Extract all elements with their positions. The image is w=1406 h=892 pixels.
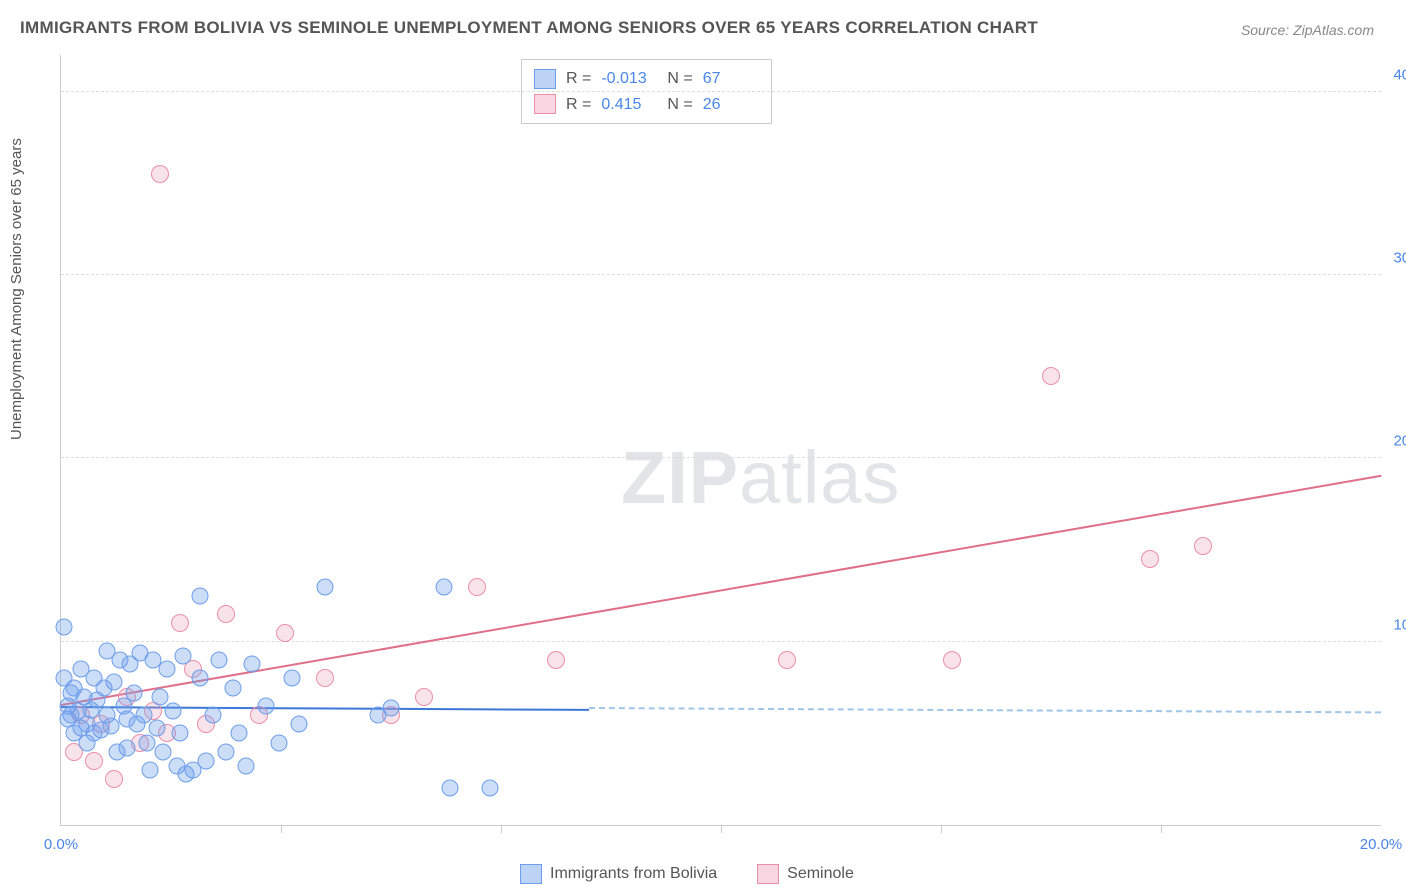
source-value: ZipAtlas.com xyxy=(1293,22,1374,38)
data-point xyxy=(270,734,287,751)
data-point xyxy=(165,703,182,720)
data-point xyxy=(135,707,152,724)
data-point xyxy=(152,688,169,705)
gridline xyxy=(61,274,1381,275)
data-point xyxy=(142,762,159,779)
y-tick-label: 20.0% xyxy=(1393,433,1406,450)
data-point xyxy=(218,743,235,760)
data-point xyxy=(244,655,261,672)
stats-row-pink: R = 0.415 N = 26 xyxy=(534,92,759,118)
chart-title: IMMIGRANTS FROM BOLIVIA VS SEMINOLE UNEM… xyxy=(20,18,1038,38)
data-point xyxy=(148,719,165,736)
data-point xyxy=(284,670,301,687)
stats-row-blue: R = -0.013 N = 67 xyxy=(534,66,759,92)
data-point xyxy=(317,578,334,595)
legend-label-blue: Immigrants from Bolivia xyxy=(550,865,717,883)
bottom-legend: Immigrants from Bolivia Seminole xyxy=(520,864,854,884)
y-tick-label: 40.0% xyxy=(1393,66,1406,83)
swatch-pink-icon xyxy=(534,94,556,114)
data-point xyxy=(547,651,565,669)
data-point xyxy=(442,780,459,797)
stat-label-R: R = xyxy=(566,66,591,92)
data-point xyxy=(105,674,122,691)
stat-label-N: N = xyxy=(667,92,692,118)
stat-label-R: R = xyxy=(566,92,591,118)
x-tick xyxy=(1161,825,1162,833)
data-point xyxy=(943,651,961,669)
stat-value-blue-N: 67 xyxy=(703,66,759,92)
y-tick-label: 30.0% xyxy=(1393,250,1406,267)
gridline xyxy=(61,641,1381,642)
x-tick xyxy=(281,825,282,833)
data-point xyxy=(105,770,123,788)
trend-line xyxy=(61,475,1381,706)
stat-value-blue-R: -0.013 xyxy=(601,66,657,92)
data-point xyxy=(125,685,142,702)
watermark-atlas: atlas xyxy=(739,436,900,519)
stat-label-N: N = xyxy=(667,66,692,92)
data-point xyxy=(778,651,796,669)
trend-line xyxy=(589,707,1381,715)
source-label: Source: xyxy=(1241,22,1289,38)
x-tick-label: 0.0% xyxy=(44,836,78,853)
x-tick xyxy=(941,825,942,833)
data-point xyxy=(415,688,433,706)
data-point xyxy=(119,740,136,757)
data-point xyxy=(85,752,103,770)
data-point xyxy=(1141,550,1159,568)
data-point xyxy=(383,699,400,716)
swatch-blue-icon xyxy=(520,864,542,884)
y-axis-label: Unemployment Among Seniors over 65 years xyxy=(8,138,25,440)
data-point xyxy=(1194,537,1212,555)
data-point xyxy=(1042,367,1060,385)
legend-item-pink: Seminole xyxy=(757,864,854,884)
legend-item-blue: Immigrants from Bolivia xyxy=(520,864,717,884)
data-point xyxy=(138,734,155,751)
data-point xyxy=(102,718,119,735)
data-point xyxy=(204,707,221,724)
data-point xyxy=(151,165,169,183)
data-point xyxy=(224,679,241,696)
data-point xyxy=(231,725,248,742)
data-point xyxy=(158,661,175,678)
data-point xyxy=(482,780,499,797)
x-tick xyxy=(721,825,722,833)
data-point xyxy=(191,587,208,604)
y-tick-label: 10.0% xyxy=(1393,616,1406,633)
x-tick-label: 20.0% xyxy=(1360,836,1403,853)
data-point xyxy=(468,578,486,596)
data-point xyxy=(217,605,235,623)
data-point xyxy=(237,758,254,775)
data-point xyxy=(56,619,73,636)
data-point xyxy=(198,752,215,769)
data-point xyxy=(191,670,208,687)
data-point xyxy=(155,743,172,760)
data-point xyxy=(211,652,228,669)
data-point xyxy=(257,697,274,714)
gridline xyxy=(61,457,1381,458)
data-point xyxy=(276,624,294,642)
data-point xyxy=(316,669,334,687)
stat-value-pink-N: 26 xyxy=(703,92,759,118)
x-tick xyxy=(501,825,502,833)
swatch-pink-icon xyxy=(757,864,779,884)
data-point xyxy=(171,614,189,632)
source-credit: Source: ZipAtlas.com xyxy=(1241,22,1374,38)
swatch-blue-icon xyxy=(534,69,556,89)
data-point xyxy=(175,648,192,665)
watermark-logo: ZIPatlas xyxy=(621,435,900,520)
data-point xyxy=(435,578,452,595)
data-point xyxy=(290,716,307,733)
scatter-plot: ZIPatlas R = -0.013 N = 67 R = 0.415 N =… xyxy=(60,55,1381,826)
data-point xyxy=(171,725,188,742)
watermark-zip: ZIP xyxy=(621,436,739,519)
stat-value-pink-R: 0.415 xyxy=(601,92,657,118)
gridline xyxy=(61,91,1381,92)
legend-label-pink: Seminole xyxy=(787,865,854,883)
